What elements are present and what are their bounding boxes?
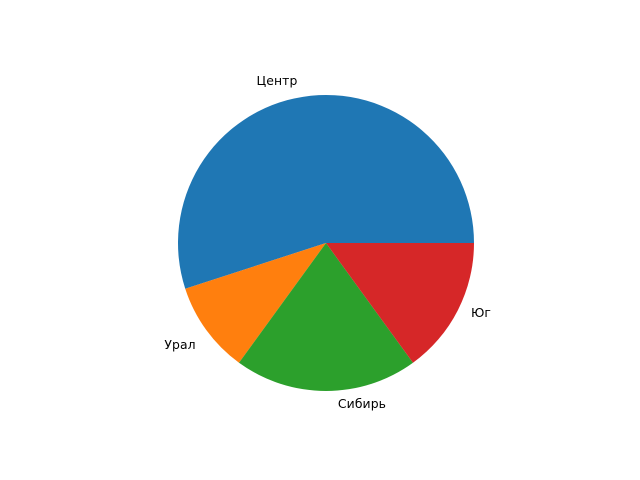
pie-slice	[178, 94, 474, 289]
pie-slice-label: Сибирь	[337, 395, 387, 411]
pie-slice-label: Юг	[470, 304, 492, 320]
pie-slice-label: Центр	[256, 72, 298, 88]
pie-slice	[185, 243, 326, 363]
pie-slice	[239, 243, 413, 392]
pie-slice-label: Урал	[164, 336, 196, 352]
pie-slice	[326, 243, 474, 363]
